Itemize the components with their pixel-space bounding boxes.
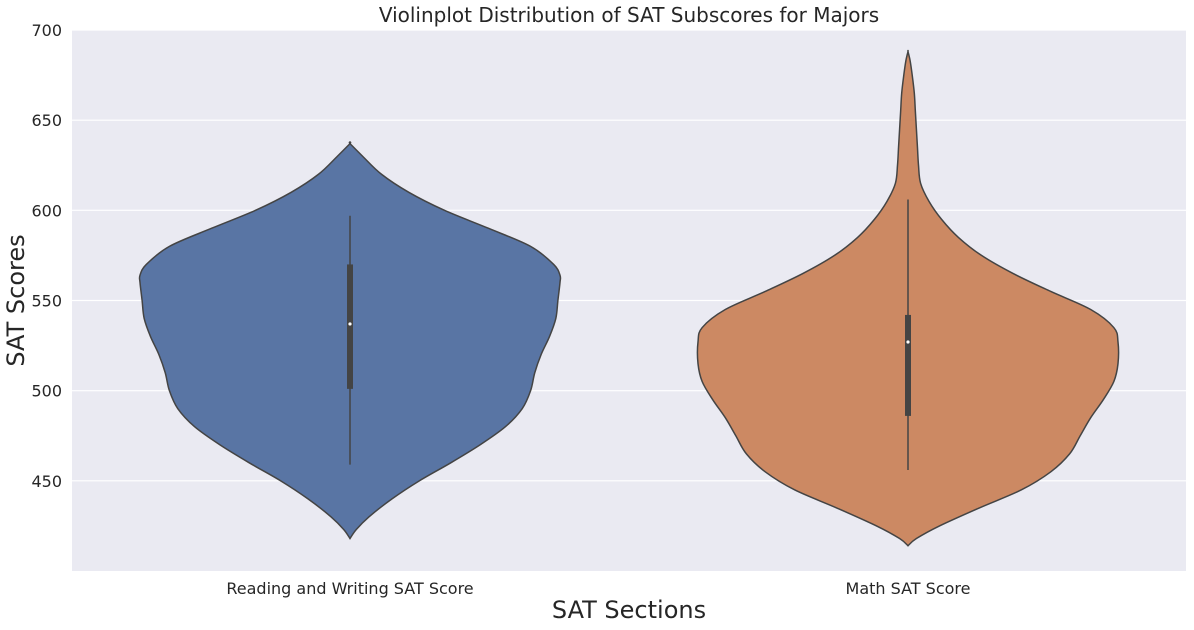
violin-median bbox=[906, 340, 910, 344]
x-tick-label: Math SAT Score bbox=[846, 579, 971, 598]
violin-iqr-box bbox=[347, 264, 353, 389]
violin-iqr-box bbox=[905, 314, 911, 416]
x-axis-label: SAT Sections bbox=[552, 596, 706, 624]
x-tick-label: Reading and Writing SAT Score bbox=[226, 579, 473, 598]
y-tick-label: 450 bbox=[31, 472, 62, 491]
y-tick-label: 700 bbox=[31, 21, 62, 40]
y-tick-label: 650 bbox=[31, 111, 62, 130]
x-axis-ticks: Reading and Writing SAT Score Math SAT Sc… bbox=[226, 579, 970, 598]
violin-median bbox=[348, 322, 352, 326]
y-axis-label: SAT Scores bbox=[2, 234, 30, 366]
violins bbox=[138, 49, 1120, 547]
y-tick-label: 550 bbox=[31, 292, 62, 311]
chart-title: Violinplot Distribution of SAT Subscores… bbox=[379, 3, 879, 27]
y-tick-label: 500 bbox=[31, 382, 62, 401]
y-tick-label: 600 bbox=[31, 201, 62, 220]
y-axis-ticks: 450 500 550 600 650 700 bbox=[31, 21, 62, 491]
